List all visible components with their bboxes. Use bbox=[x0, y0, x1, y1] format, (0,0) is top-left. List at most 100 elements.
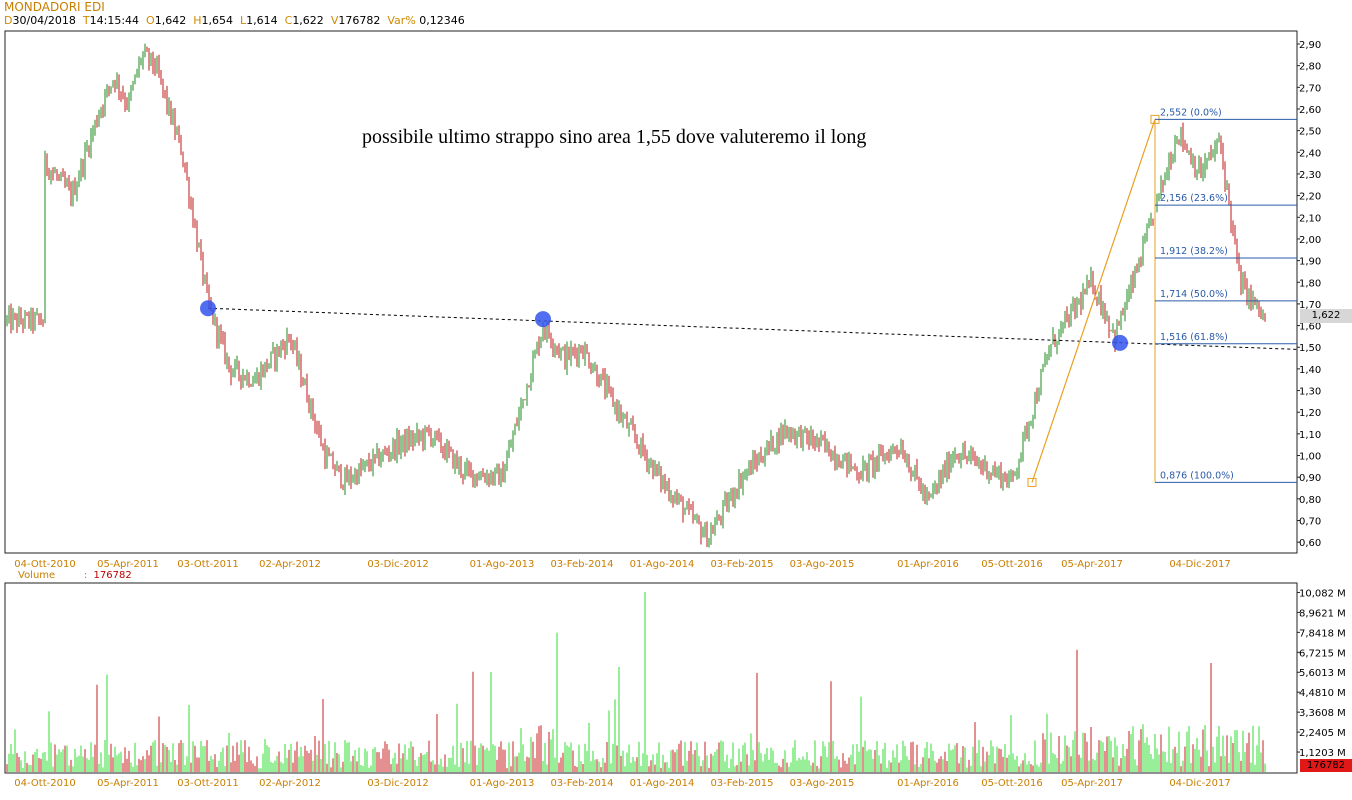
time-value: 14:15:44 bbox=[89, 14, 140, 27]
price-x-tick-label: 05-Apr-2011 bbox=[97, 559, 159, 570]
price-y-tick-label: 1,50 bbox=[1299, 343, 1321, 354]
price-y-tick-label: 2,30 bbox=[1299, 170, 1321, 181]
volume-x-tick-label: 05-Ott-2016 bbox=[981, 778, 1042, 789]
price-y-tick-label: 1,70 bbox=[1299, 300, 1321, 311]
price-x-tick-label: 01-Ago-2014 bbox=[630, 559, 695, 570]
volume-y-axis: 1,1203 M 2,2405 M 3,3608 M 4,4810 M 5,6013 M… bbox=[1297, 588, 1346, 759]
volume-bars-group bbox=[6, 592, 1266, 772]
volume-x-tick-label: 01-Ago-2014 bbox=[630, 778, 695, 789]
price-y-tick-label: 0,60 bbox=[1299, 538, 1321, 549]
price-x-tick-label: 03-Ago-2015 bbox=[790, 559, 855, 570]
price-y-tick-label: 1,20 bbox=[1299, 408, 1321, 419]
volume-x-tick-label: 04-Dic-2017 bbox=[1169, 778, 1230, 789]
price-y-tick-label: 1,80 bbox=[1299, 278, 1321, 289]
price-x-tick-label: 04-Ott-2010 bbox=[14, 559, 75, 570]
price-y-tick-label: 0,70 bbox=[1299, 517, 1321, 528]
price-x-axis: 04-Ott-2010 05-Apr-2011 03-Ott-2011 02-Apr-… bbox=[14, 559, 1230, 570]
price-y-tick-label: 0,90 bbox=[1299, 473, 1321, 484]
volume-y-tick-label: 1,1203 M bbox=[1299, 748, 1346, 759]
volume-value: 176782 bbox=[338, 14, 381, 27]
volume-label-sep: : bbox=[83, 570, 88, 581]
quote-header: MONDADORI EDI D30/04/2018 T14:15:44 O1,6… bbox=[4, 0, 465, 28]
price-x-tick-label: 05-Apr-2017 bbox=[1061, 559, 1123, 570]
low-key: L bbox=[239, 14, 247, 27]
last-price-tag: 1,622 bbox=[1300, 309, 1352, 323]
pivot-marker bbox=[535, 311, 551, 328]
volume-key: V bbox=[330, 14, 339, 27]
fib-level-label: 0,876 (100.0%) bbox=[1160, 470, 1234, 481]
last-volume-tag: 176782 bbox=[1300, 759, 1352, 772]
price-y-tick-label: 1,40 bbox=[1299, 365, 1321, 376]
volume-x-tick-label: 03-Ago-2015 bbox=[790, 778, 855, 789]
price-y-tick-label: 1,60 bbox=[1299, 322, 1321, 333]
volume-x-tick-label: 03-Feb-2015 bbox=[710, 778, 773, 789]
volume-y-tick-label: 5,6013 M bbox=[1299, 668, 1346, 679]
high-value: 1,654 bbox=[201, 14, 233, 27]
high-key: H bbox=[193, 14, 202, 27]
price-y-tick-label: 1,90 bbox=[1299, 257, 1321, 268]
volume-x-tick-label: 02-Apr-2012 bbox=[259, 778, 321, 789]
price-x-tick-label: 03-Feb-2015 bbox=[710, 559, 773, 570]
price-plot-frame bbox=[4, 30, 1298, 554]
volume-y-tick-label: 3,3608 M bbox=[1299, 708, 1346, 719]
price-y-axis: 0,60 0,70 0,80 0,90 1,00 1,10 1,20 1,30 1,40 1,50… bbox=[1297, 40, 1321, 549]
close-value: 1,622 bbox=[292, 14, 324, 27]
fib-level-label: 2,156 (23.6%) bbox=[1160, 193, 1228, 204]
price-y-tick-label: 2,20 bbox=[1299, 192, 1321, 203]
price-x-tick-label: 01-Ago-2013 bbox=[470, 559, 535, 570]
time-key: T bbox=[82, 14, 90, 27]
fib-level-label: 2,552 (0.0%) bbox=[1160, 107, 1222, 118]
volume-y-tick-label: 10,082 M bbox=[1299, 588, 1346, 599]
overlays-group: 2,552 (0.0%) 2,156 (23.6%) 1,912 (38.2%) 1,… bbox=[200, 107, 1298, 487]
instrument-title: MONDADORI EDI bbox=[4, 0, 105, 14]
volume-x-tick-label: 03-Ott-2011 bbox=[177, 778, 238, 789]
date-key: D bbox=[4, 14, 13, 27]
volume-label-text: Volume bbox=[18, 570, 56, 581]
price-y-tick-label: 2,00 bbox=[1299, 235, 1321, 246]
volume-label-value: 176782 bbox=[93, 570, 132, 581]
pivot-marker bbox=[200, 300, 216, 317]
price-x-tick-label: 03-Dic-2012 bbox=[367, 559, 428, 570]
price-x-tick-label: 03-Feb-2014 bbox=[550, 559, 613, 570]
volume-x-tick-label: 01-Apr-2016 bbox=[897, 778, 959, 789]
price-y-tick-label: 2,40 bbox=[1299, 148, 1321, 159]
price-y-tick-label: 1,30 bbox=[1299, 387, 1321, 398]
price-y-tick-label: 1,10 bbox=[1299, 430, 1321, 441]
fib-level-label: 1,516 (61.8%) bbox=[1160, 332, 1228, 343]
price-y-tick-label: 1,00 bbox=[1299, 452, 1321, 463]
volume-x-tick-label: 01-Ago-2013 bbox=[470, 778, 535, 789]
volume-y-tick-label: 7,8418 M bbox=[1299, 628, 1346, 639]
volume-y-tick-label: 2,2405 M bbox=[1299, 728, 1346, 739]
open-value: 1,642 bbox=[154, 14, 187, 27]
fib-level-label: 1,912 (38.2%) bbox=[1160, 246, 1228, 257]
price-y-tick-label: 2,10 bbox=[1299, 213, 1321, 224]
price-y-tick-label: 2,60 bbox=[1299, 105, 1321, 116]
volume-y-tick-label: 4,4810 M bbox=[1299, 688, 1346, 699]
fib-anchor-line bbox=[1031, 119, 1156, 483]
volume-x-tick-label: 04-Ott-2010 bbox=[14, 778, 75, 789]
price-chart[interactable]: 2,552 (0.0%) 2,156 (23.6%) 1,912 (38.2%) 1,… bbox=[0, 0, 1352, 580]
volume-label: Volume : 176782 bbox=[18, 570, 132, 581]
fib-level-label: 1,714 (50.0%) bbox=[1160, 289, 1228, 300]
open-key: O bbox=[146, 14, 155, 27]
low-value: 1,614 bbox=[246, 14, 278, 27]
price-x-tick-label: 04-Dic-2017 bbox=[1169, 559, 1230, 570]
price-y-tick-label: 2,90 bbox=[1299, 40, 1321, 51]
price-y-tick-label: 0,80 bbox=[1299, 495, 1321, 506]
volume-y-tick-label: 8,9621 M bbox=[1299, 608, 1346, 619]
volume-y-tick-label: 6,7215 M bbox=[1299, 648, 1346, 659]
pivot-marker bbox=[1112, 334, 1128, 351]
price-x-tick-label: 02-Apr-2012 bbox=[259, 559, 321, 570]
trendline bbox=[207, 307, 1298, 350]
close-key: C bbox=[284, 14, 293, 27]
var-value: 0,12346 bbox=[419, 14, 465, 27]
volume-x-tick-label: 03-Feb-2014 bbox=[550, 778, 613, 789]
volume-plot-frame bbox=[4, 582, 1298, 774]
volume-x-axis: 04-Ott-2010 05-Apr-2011 03-Ott-2011 02-Apr-… bbox=[14, 778, 1230, 789]
price-x-tick-label: 03-Ott-2011 bbox=[177, 559, 238, 570]
volume-x-tick-label: 03-Dic-2012 bbox=[367, 778, 428, 789]
var-key: Var% bbox=[387, 14, 416, 27]
date-value: 30/04/2018 bbox=[12, 14, 76, 27]
candles-group bbox=[6, 43, 1266, 548]
price-y-tick-label: 2,80 bbox=[1299, 62, 1321, 73]
